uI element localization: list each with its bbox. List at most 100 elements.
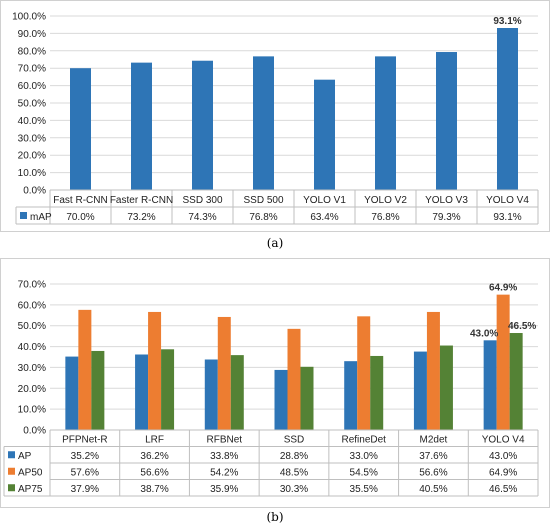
chart-b: 0.0% 10.0% 20.0% 30.0% 40.0% 50.0% 60.0% 70.0% 4… xyxy=(0,258,550,508)
x-tick-label: M2det xyxy=(420,435,448,446)
y-tick-label: 0.0% xyxy=(23,426,46,437)
bar xyxy=(287,328,301,430)
table-value: 64.9% xyxy=(489,468,517,479)
bar xyxy=(357,316,371,430)
y-tick-label: 50.0% xyxy=(18,99,46,110)
table-value: 37.9% xyxy=(71,484,99,495)
y-tick-label: 90.0% xyxy=(18,29,46,40)
table-value: 57.6% xyxy=(71,468,99,479)
y-tick-label: 10.0% xyxy=(18,405,46,416)
legend-swatch xyxy=(8,484,15,492)
table-value: 28.8% xyxy=(280,451,308,462)
legend-entry: AP50 xyxy=(18,468,43,479)
bar xyxy=(217,316,231,430)
table-value: 33.8% xyxy=(210,451,238,462)
y-tick-label: 100.0% xyxy=(12,12,46,23)
y-tick-label: 60.0% xyxy=(18,300,46,311)
legend-entry: AP75 xyxy=(18,484,43,495)
y-tick-label: 60.0% xyxy=(18,81,46,92)
y-tick-label: 30.0% xyxy=(18,363,46,374)
table-value: 37.6% xyxy=(419,451,447,462)
bar xyxy=(148,311,162,430)
table-value: 48.5% xyxy=(280,468,308,479)
legend-entry: mAP xyxy=(30,212,52,223)
data-label: 93.1% xyxy=(493,16,521,27)
y-tick-label: 0.0% xyxy=(23,186,46,197)
bar xyxy=(91,350,105,430)
table-value: 40.5% xyxy=(419,484,447,495)
bar xyxy=(497,28,518,191)
bar xyxy=(230,355,244,430)
bar xyxy=(344,361,358,430)
y-tick-label: 40.0% xyxy=(18,342,46,353)
table-value: 35.9% xyxy=(210,484,238,495)
bar xyxy=(509,333,523,430)
table-value: 74.3% xyxy=(188,212,216,223)
table-value: 54.2% xyxy=(210,468,238,479)
data-label: 64.9% xyxy=(489,283,517,294)
x-tick-label: YOLO V2 xyxy=(364,195,407,206)
x-tick-label: Faster R-CNN xyxy=(110,195,173,206)
bar xyxy=(439,345,453,430)
table-value: 36.2% xyxy=(140,451,168,462)
y-tick-label: 70.0% xyxy=(18,280,46,291)
bar xyxy=(496,294,510,430)
bar xyxy=(65,356,79,430)
bar xyxy=(413,351,427,430)
bar xyxy=(78,309,92,430)
table-value: 63.4% xyxy=(310,212,338,223)
table-value: 76.8% xyxy=(371,212,399,223)
x-tick-label: SSD xyxy=(284,435,305,446)
bar xyxy=(436,52,457,190)
y-tick-label: 40.0% xyxy=(18,116,46,127)
bar xyxy=(70,68,91,190)
bar xyxy=(161,349,175,430)
table-value: 93.1% xyxy=(493,212,521,223)
table-value: 56.6% xyxy=(419,468,447,479)
table-value: 54.5% xyxy=(350,468,378,479)
caption-b: (b) xyxy=(266,510,284,524)
chart-frame xyxy=(0,0,550,232)
bar xyxy=(204,359,218,430)
legend-entry: AP xyxy=(18,451,32,462)
bar xyxy=(314,79,335,190)
bar xyxy=(192,60,213,190)
legend-swatch xyxy=(8,467,15,475)
table-value: 33.0% xyxy=(350,451,378,462)
y-tick-label: 80.0% xyxy=(18,46,46,57)
y-tick-label: 50.0% xyxy=(18,321,46,332)
legend-swatch xyxy=(8,451,15,459)
table-value: 35.2% xyxy=(71,451,99,462)
x-tick-label: PFPNet-R xyxy=(62,435,108,446)
chart-a: 0.0% 10.0% 20.0% 30.0% 40.0% 50.0% 60.0% 70.0% 8… xyxy=(0,0,550,232)
data-label: 46.5% xyxy=(508,321,536,332)
y-tick-label: 70.0% xyxy=(18,64,46,75)
bar xyxy=(274,369,288,430)
table-value: 73.2% xyxy=(127,212,155,223)
x-tick-label: YOLO V4 xyxy=(486,195,529,206)
y-tick-label: 10.0% xyxy=(18,168,46,179)
table-value: 38.7% xyxy=(140,484,168,495)
table-value: 56.6% xyxy=(140,468,168,479)
x-tick-label: YOLO V4 xyxy=(482,435,525,446)
x-tick-label: SSD 500 xyxy=(243,195,283,206)
table-value: 30.3% xyxy=(280,484,308,495)
x-tick-label: LRF xyxy=(145,435,164,446)
x-tick-label: YOLO V1 xyxy=(303,195,346,206)
x-tick-label: RefineDet xyxy=(341,435,386,446)
bar xyxy=(483,340,497,430)
bar xyxy=(375,56,396,191)
table-value: 79.3% xyxy=(432,212,460,223)
x-tick-label: SSD 300 xyxy=(182,195,222,206)
bar xyxy=(253,56,274,191)
caption-a: (a) xyxy=(266,236,284,250)
y-tick-label: 20.0% xyxy=(18,151,46,162)
legend-swatch xyxy=(20,212,27,219)
x-tick-label: RFBNet xyxy=(207,435,243,446)
bar xyxy=(131,62,152,190)
data-label: 43.0% xyxy=(470,328,498,339)
y-tick-label: 30.0% xyxy=(18,133,46,144)
table-value: 46.5% xyxy=(489,484,517,495)
bar xyxy=(300,366,314,430)
